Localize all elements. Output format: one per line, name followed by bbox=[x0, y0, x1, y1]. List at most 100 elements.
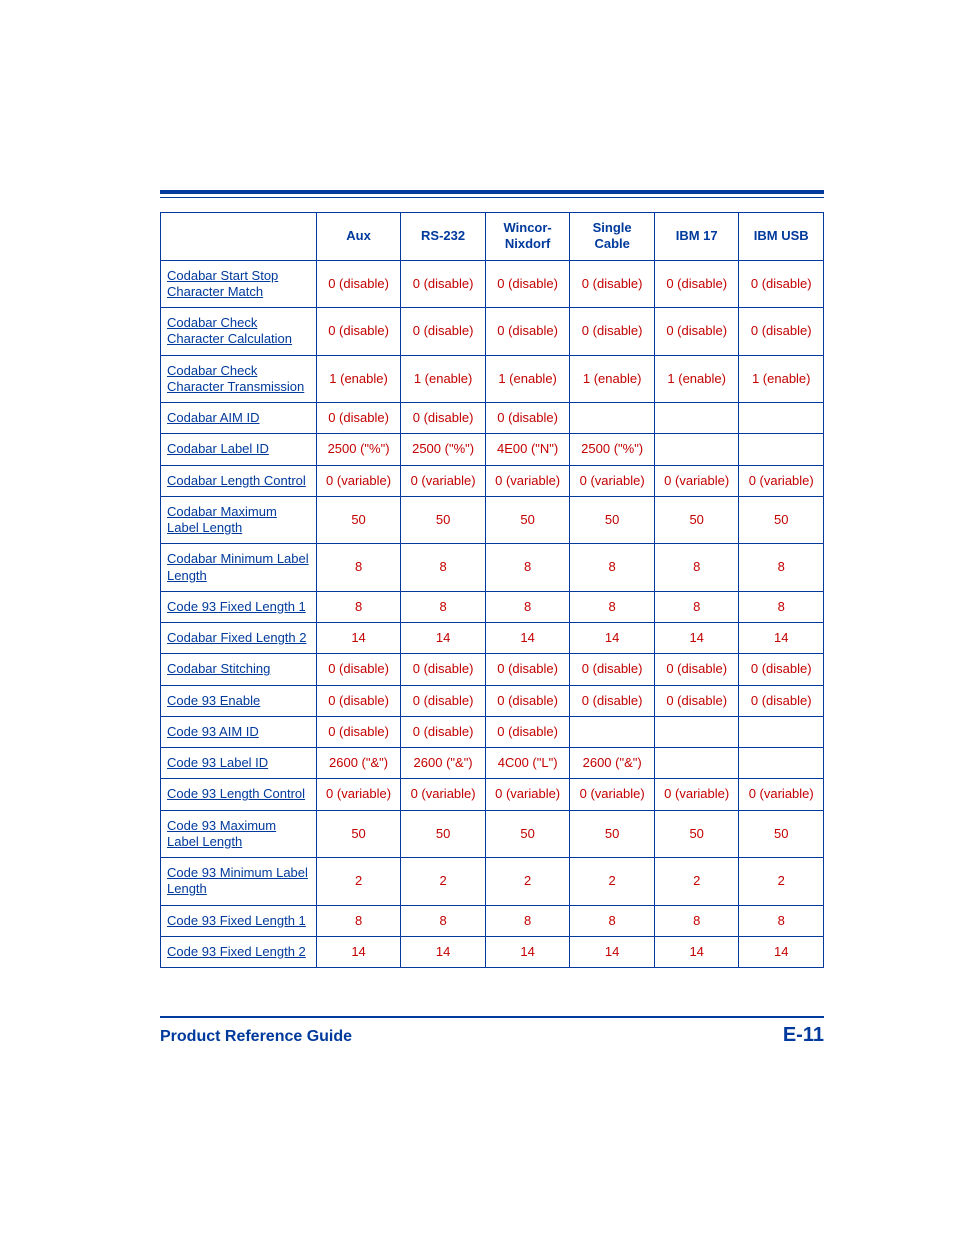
value-cell: 0 (disable) bbox=[401, 308, 486, 356]
value-cell bbox=[570, 716, 655, 747]
param-link[interactable]: Codabar Maximum Label Length bbox=[167, 504, 277, 535]
value-cell: 0 (disable) bbox=[316, 403, 401, 434]
value-cell: 2600 ("&") bbox=[401, 748, 486, 779]
page-footer: Product Reference Guide E-11 bbox=[160, 1024, 824, 1047]
value-cell bbox=[654, 748, 739, 779]
param-cell: Codabar Stitching bbox=[161, 654, 317, 685]
value-cell: 4C00 ("L") bbox=[485, 748, 570, 779]
value-cell: 8 bbox=[401, 591, 486, 622]
param-link[interactable]: Codabar Start Stop Character Match bbox=[167, 268, 278, 299]
param-cell: Code 93 Maximum Label Length bbox=[161, 810, 317, 858]
footer-page-number: E-11 bbox=[783, 1024, 824, 1047]
value-cell: 0 (disable) bbox=[316, 260, 401, 308]
table-row: Codabar Maximum Label Length505050505050 bbox=[161, 496, 824, 544]
param-cell: Code 93 Minimum Label Length bbox=[161, 858, 317, 906]
value-cell: 8 bbox=[401, 905, 486, 936]
value-cell bbox=[739, 748, 824, 779]
value-cell: 1 (enable) bbox=[401, 355, 486, 403]
value-cell: 8 bbox=[401, 544, 486, 592]
param-link[interactable]: Code 93 Minimum Label Length bbox=[167, 865, 308, 896]
value-cell bbox=[739, 403, 824, 434]
value-cell: 0 (disable) bbox=[316, 654, 401, 685]
table-body: Codabar Start Stop Character Match 0 (dis… bbox=[161, 260, 824, 968]
value-cell: 2 bbox=[654, 858, 739, 906]
value-cell: 0 (disable) bbox=[654, 685, 739, 716]
param-cell: Code 93 Length Control bbox=[161, 779, 317, 810]
param-link[interactable]: Codabar Check Character Calculation bbox=[167, 315, 292, 346]
param-cell: Code 93 Enable bbox=[161, 685, 317, 716]
value-cell: 0 (disable) bbox=[570, 685, 655, 716]
value-cell: 0 (disable) bbox=[316, 716, 401, 747]
value-cell: 8 bbox=[316, 591, 401, 622]
param-link[interactable]: Code 93 Maximum Label Length bbox=[167, 818, 276, 849]
table-row: Code 93 Minimum Label Length222222 bbox=[161, 858, 824, 906]
top-rule bbox=[160, 190, 824, 198]
value-cell: 50 bbox=[316, 810, 401, 858]
value-cell bbox=[739, 716, 824, 747]
value-cell: 0 (disable) bbox=[401, 260, 486, 308]
value-cell: 50 bbox=[316, 496, 401, 544]
value-cell: 0 (disable) bbox=[401, 716, 486, 747]
value-cell: 0 (disable) bbox=[739, 260, 824, 308]
value-cell: 8 bbox=[739, 591, 824, 622]
table-row: Code 93 AIM ID0 (disable)0 (disable)0 (d… bbox=[161, 716, 824, 747]
value-cell: 8 bbox=[485, 544, 570, 592]
value-cell bbox=[654, 716, 739, 747]
table-row: Codabar Start Stop Character Match 0 (dis… bbox=[161, 260, 824, 308]
param-link[interactable]: Code 93 Enable bbox=[167, 693, 260, 708]
col-header-aux: Aux bbox=[316, 213, 401, 261]
param-cell: Codabar Start Stop Character Match bbox=[161, 260, 317, 308]
param-link[interactable]: Codabar Length Control bbox=[167, 473, 306, 488]
value-cell: 50 bbox=[654, 810, 739, 858]
param-link[interactable]: Codabar Check Character Transmission bbox=[167, 363, 304, 394]
value-cell: 2 bbox=[739, 858, 824, 906]
value-cell: 0 (disable) bbox=[654, 260, 739, 308]
value-cell: 0 (disable) bbox=[739, 654, 824, 685]
table-row: Codabar Check Character Calculation 0 (di… bbox=[161, 308, 824, 356]
value-cell: 2500 ("%") bbox=[316, 434, 401, 465]
value-cell: 50 bbox=[570, 810, 655, 858]
param-link[interactable]: Codabar Label ID bbox=[167, 441, 269, 456]
value-cell: 0 (variable) bbox=[739, 779, 824, 810]
param-link[interactable]: Code 93 Fixed Length 1 bbox=[167, 913, 306, 928]
param-link[interactable]: Code 93 Fixed Length 1 bbox=[167, 599, 306, 614]
value-cell: 50 bbox=[401, 496, 486, 544]
param-cell: Codabar Check Character Calculation bbox=[161, 308, 317, 356]
param-link[interactable]: Codabar Minimum Label Length bbox=[167, 551, 309, 582]
param-link[interactable]: Code 93 Label ID bbox=[167, 755, 268, 770]
value-cell: 2500 ("%") bbox=[401, 434, 486, 465]
value-cell: 0 (variable) bbox=[316, 779, 401, 810]
value-cell: 0 (disable) bbox=[739, 685, 824, 716]
value-cell: 0 (disable) bbox=[570, 308, 655, 356]
value-cell: 14 bbox=[739, 623, 824, 654]
col-header-wincor: Wincor-Nixdorf bbox=[485, 213, 570, 261]
value-cell: 8 bbox=[654, 591, 739, 622]
value-cell: 14 bbox=[316, 936, 401, 967]
param-link[interactable]: Code 93 Fixed Length 2 bbox=[167, 944, 306, 959]
col-header-param bbox=[161, 213, 317, 261]
param-link[interactable]: Codabar Fixed Length 2 bbox=[167, 630, 306, 645]
value-cell: 0 (disable) bbox=[654, 308, 739, 356]
param-link[interactable]: Codabar AIM ID bbox=[167, 410, 260, 425]
value-cell: 8 bbox=[739, 544, 824, 592]
value-cell: 0 (variable) bbox=[316, 465, 401, 496]
param-link[interactable]: Code 93 AIM ID bbox=[167, 724, 259, 739]
param-link[interactable]: Codabar Stitching bbox=[167, 661, 270, 676]
value-cell: 2 bbox=[485, 858, 570, 906]
table-row: Code 93 Fixed Length 2141414141414 bbox=[161, 936, 824, 967]
param-link[interactable]: Code 93 Length Control bbox=[167, 786, 305, 801]
footer-title: Product Reference Guide bbox=[160, 1028, 352, 1046]
value-cell: 50 bbox=[570, 496, 655, 544]
param-cell: Codabar Check Character Transmission bbox=[161, 355, 317, 403]
table-row: Code 93 Enable0 (disable)0 (disable)0 (d… bbox=[161, 685, 824, 716]
table-row: Code 93 Length Control0 (variable)0 (var… bbox=[161, 779, 824, 810]
table-row: Code 93 Label ID2600 ("&")2600 ("&")4C00… bbox=[161, 748, 824, 779]
param-cell: Codabar Maximum Label Length bbox=[161, 496, 317, 544]
value-cell: 0 (disable) bbox=[401, 685, 486, 716]
value-cell: 0 (variable) bbox=[401, 779, 486, 810]
value-cell: 14 bbox=[654, 623, 739, 654]
table-row: Code 93 Maximum Label Length505050505050 bbox=[161, 810, 824, 858]
value-cell: 0 (disable) bbox=[485, 308, 570, 356]
param-cell: Code 93 AIM ID bbox=[161, 716, 317, 747]
value-cell: 0 (variable) bbox=[570, 465, 655, 496]
